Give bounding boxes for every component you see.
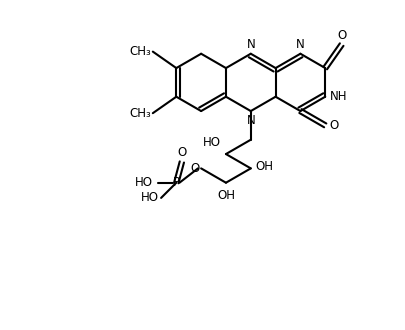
Text: CH₃: CH₃ <box>129 107 151 120</box>
Text: O: O <box>336 29 345 42</box>
Text: O: O <box>177 146 186 159</box>
Text: N: N <box>246 114 254 127</box>
Text: OH: OH <box>255 160 273 173</box>
Text: P: P <box>173 176 179 189</box>
Text: O: O <box>328 119 338 132</box>
Text: NH: NH <box>329 90 347 103</box>
Text: HO: HO <box>202 136 221 149</box>
Text: OH: OH <box>216 189 234 202</box>
Text: CH₃: CH₃ <box>129 45 151 58</box>
Text: N: N <box>246 38 254 51</box>
Text: HO: HO <box>141 191 159 204</box>
Text: HO: HO <box>134 176 152 189</box>
Text: N: N <box>295 38 304 51</box>
Text: O: O <box>190 162 198 175</box>
